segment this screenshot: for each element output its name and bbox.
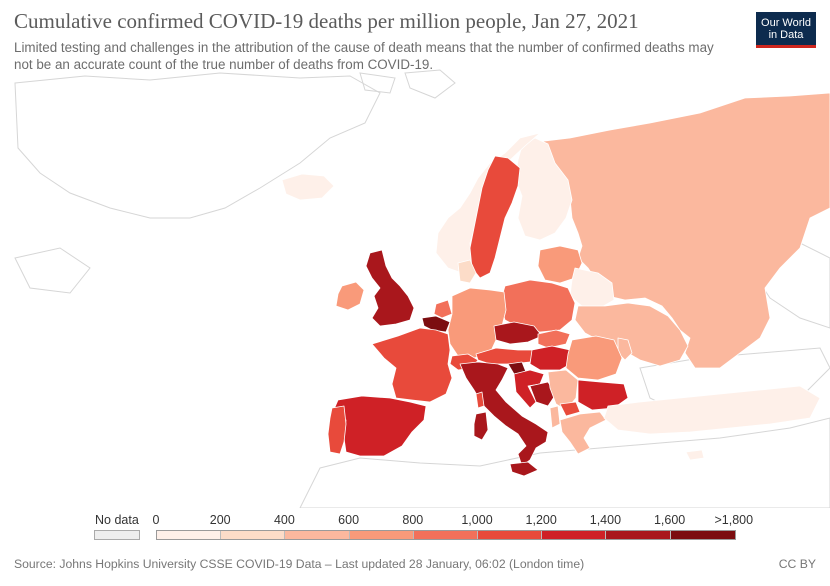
legend-bin-4[interactable] (413, 531, 478, 539)
region-bulgaria[interactable] (577, 379, 629, 411)
legend-color-scale (156, 530, 736, 540)
region-united-kingdom[interactable] (365, 249, 415, 327)
legend-tick-label: 800 (402, 513, 424, 527)
legend-ticks: 0 200 400 600 800 1,000 1,200 1,400 1,600 >1,800 (0, 513, 830, 529)
region-iceland[interactable] (281, 173, 335, 201)
legend-bin-3[interactable] (349, 531, 414, 539)
region-italy[interactable] (459, 361, 549, 467)
legend-bin-1[interactable] (221, 531, 286, 539)
license-link[interactable]: CC BY (778, 557, 816, 571)
region-bosnia[interactable] (529, 381, 557, 407)
region-greece[interactable] (559, 411, 607, 455)
region-portugal[interactable] (327, 405, 347, 455)
legend-no-data-swatch (94, 530, 140, 540)
region-romania[interactable] (565, 335, 623, 381)
chart-subtitle: Limited testing and challenges in the at… (14, 40, 714, 72)
region-turkey[interactable] (603, 385, 821, 435)
legend-bin-0[interactable] (157, 531, 222, 539)
legend-bin-6[interactable] (542, 531, 607, 539)
legend-bin-7[interactable] (606, 531, 671, 539)
region-france[interactable] (371, 327, 453, 403)
legend-tick-label: 600 (338, 513, 360, 527)
owid-logo[interactable]: Our World in Data (756, 12, 816, 48)
legend-tick-label: 1,000 (461, 513, 493, 527)
region-sweden[interactable] (469, 155, 521, 279)
legend-no-data-label: No data (95, 513, 139, 527)
region-slovakia[interactable] (537, 329, 571, 349)
region-sardinia[interactable] (473, 411, 489, 441)
source-note: Source: Johns Hopkins University CSSE CO… (14, 557, 585, 571)
legend-tick-label: 400 (273, 513, 295, 527)
region-corsica[interactable] (475, 391, 485, 409)
region-cyprus[interactable] (685, 449, 705, 461)
region-netherlands[interactable] (433, 299, 453, 319)
region-ireland[interactable] (335, 281, 365, 311)
region-italy-sicily[interactable] (509, 461, 539, 477)
region-denmark[interactable] (457, 259, 477, 284)
region-belgium[interactable] (421, 315, 451, 333)
legend-tick-label: 1,600 (653, 513, 686, 527)
chart-title: Cumulative confirmed COVID-19 deaths per… (14, 9, 639, 33)
logo-line-2: in Data (768, 29, 804, 41)
region-north-macedonia[interactable] (559, 401, 581, 417)
legend-tick-label: 1,400 (589, 513, 622, 527)
region-czechia[interactable] (493, 321, 543, 345)
legend-tick-label: 200 (209, 513, 231, 527)
region-germany[interactable] (447, 287, 507, 359)
europe-map (14, 69, 830, 508)
legend-bin-5[interactable] (477, 531, 543, 539)
region-albania[interactable] (549, 405, 561, 429)
legend-tick-label: 0 (152, 513, 160, 527)
legend-bin-2[interactable] (285, 531, 350, 539)
logo-line-1: Our World (761, 17, 811, 29)
legend-tick-label: >1,800 (714, 513, 754, 527)
region-russia[interactable] (527, 92, 830, 369)
legend-tick-label: 1,200 (525, 513, 557, 527)
region-croatia[interactable] (513, 369, 545, 409)
legend-bin-8[interactable] (670, 531, 735, 539)
